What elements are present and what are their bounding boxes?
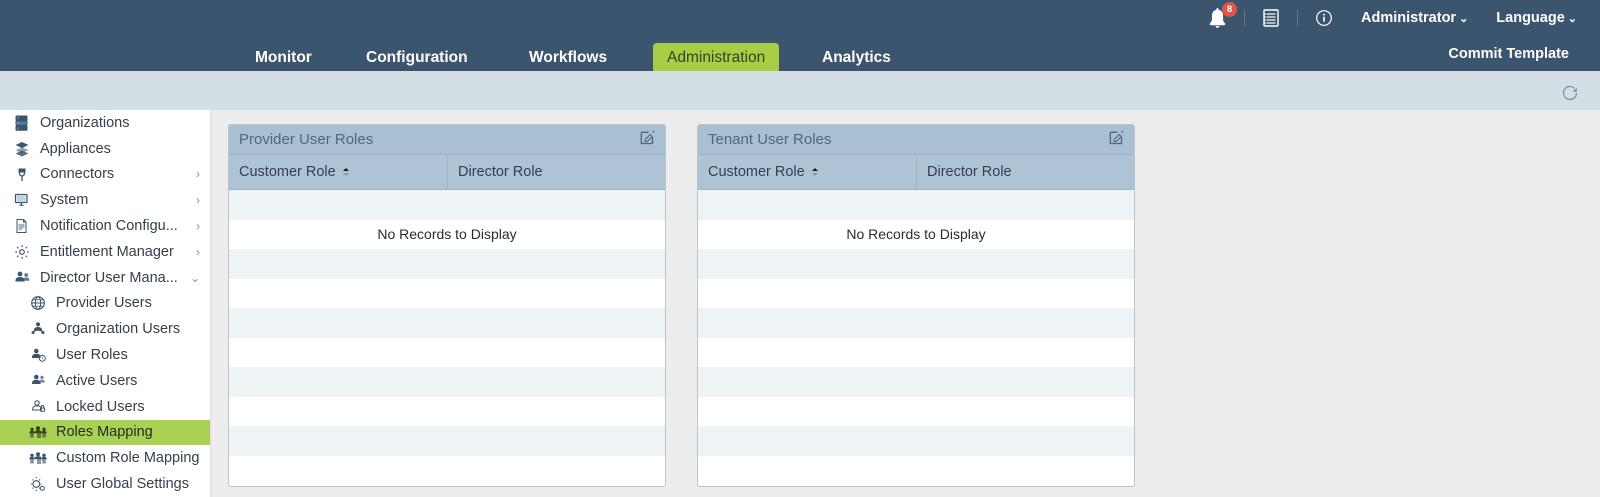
svg-text:i: i: [42, 356, 43, 361]
